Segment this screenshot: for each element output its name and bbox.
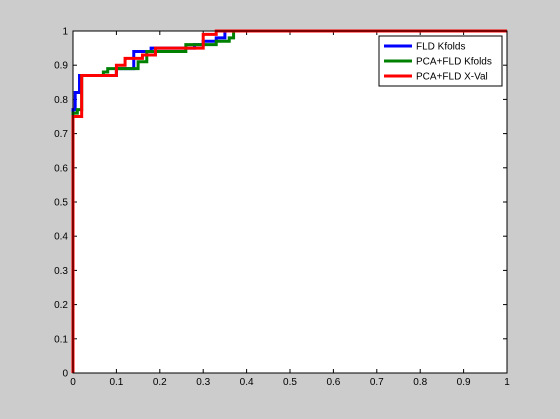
plot-area [73,31,507,373]
legend-label-1: FLD Kfolds [416,42,465,53]
x-tick-label: 0.8 [413,377,427,388]
y-tick-label: 0.1 [54,334,68,345]
series-line-3 [71,29,507,373]
series-layer [71,29,507,373]
y-tick-label: 0.3 [54,266,68,277]
y-tick-label: 0.6 [54,163,68,174]
y-tick-label: 0.4 [54,232,68,243]
x-tick-label: 0.9 [457,377,471,388]
legend-label-2: PCA+FLD Kfolds [416,57,492,68]
x-tick-label: 0.4 [240,377,254,388]
x-tick-label: 0.6 [326,377,340,388]
x-tick-label: 0.5 [283,377,297,388]
x-tick-label: 1 [504,377,510,388]
x-tick-label: 0.1 [109,377,123,388]
x-tick-label: 0.7 [370,377,384,388]
y-tick-label: 0.9 [54,61,68,72]
y-tick-label: 0.8 [54,95,68,106]
y-tick-label: 0 [62,369,68,380]
legend-label-3: PCA+FLD X-Val [416,72,488,83]
x-tick-label: 0.3 [196,377,210,388]
y-tick-label: 0.7 [54,129,68,140]
y-tick-label: 0.5 [54,198,68,209]
x-tick-label: 0 [70,377,76,388]
y-tick-label: 1 [62,27,68,38]
y-tick-label: 0.2 [54,300,68,311]
plot-border [72,30,508,374]
legend: FLD Kfolds PCA+FLD Kfolds PCA+FLD X-Val [378,35,503,87]
x-tick-label: 0.2 [153,377,167,388]
